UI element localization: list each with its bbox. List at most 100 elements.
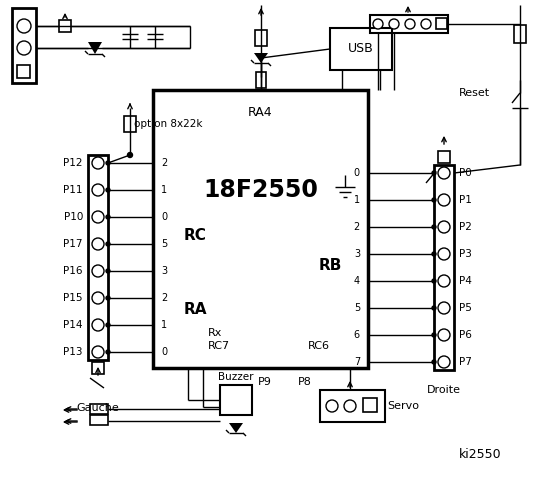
Circle shape — [432, 198, 436, 202]
Circle shape — [438, 167, 450, 179]
Bar — [90, 404, 108, 414]
Text: P6: P6 — [459, 330, 472, 340]
Text: Gauche: Gauche — [77, 403, 119, 413]
Bar — [90, 415, 108, 425]
Circle shape — [421, 19, 431, 29]
Bar — [153, 90, 368, 368]
Circle shape — [92, 319, 104, 331]
Circle shape — [128, 153, 133, 157]
Bar — [434, 165, 454, 370]
Circle shape — [92, 211, 104, 223]
Text: P16: P16 — [64, 266, 83, 276]
Circle shape — [92, 265, 104, 277]
Circle shape — [106, 161, 110, 165]
Circle shape — [92, 157, 104, 169]
Text: 5: 5 — [354, 303, 360, 313]
Bar — [88, 155, 108, 360]
Circle shape — [106, 296, 110, 300]
Text: P13: P13 — [64, 347, 83, 357]
Text: 2: 2 — [161, 293, 167, 303]
Text: 6: 6 — [354, 330, 360, 340]
Text: Buzzer: Buzzer — [218, 372, 254, 382]
Text: 1: 1 — [161, 185, 167, 195]
Text: RA4: RA4 — [248, 106, 273, 119]
Text: P8: P8 — [298, 377, 312, 387]
Text: P17: P17 — [64, 239, 83, 249]
Text: P12: P12 — [64, 158, 83, 168]
Bar — [17, 65, 30, 78]
Polygon shape — [229, 423, 243, 433]
Text: ki2550: ki2550 — [458, 448, 502, 461]
Text: 0: 0 — [354, 168, 360, 178]
Polygon shape — [88, 42, 102, 54]
Bar — [436, 18, 447, 29]
Text: P15: P15 — [64, 293, 83, 303]
Bar — [255, 30, 267, 46]
Bar — [12, 8, 36, 83]
Text: 5: 5 — [161, 239, 167, 249]
Text: P14: P14 — [64, 320, 83, 330]
Circle shape — [344, 400, 356, 412]
Text: 3: 3 — [354, 249, 360, 259]
Circle shape — [17, 41, 31, 55]
Text: Reset: Reset — [459, 88, 490, 98]
Circle shape — [432, 279, 436, 283]
Circle shape — [438, 221, 450, 233]
Text: RC: RC — [184, 228, 206, 242]
Text: P5: P5 — [459, 303, 472, 313]
Text: 0: 0 — [161, 347, 167, 357]
Text: P4: P4 — [459, 276, 472, 286]
Circle shape — [432, 333, 436, 337]
Circle shape — [92, 184, 104, 196]
Circle shape — [106, 323, 110, 327]
Circle shape — [106, 215, 110, 219]
Circle shape — [92, 238, 104, 250]
Circle shape — [106, 269, 110, 273]
Polygon shape — [254, 53, 268, 63]
Circle shape — [432, 252, 436, 256]
Circle shape — [438, 356, 450, 368]
Circle shape — [106, 242, 110, 246]
Text: 0: 0 — [161, 212, 167, 222]
Circle shape — [92, 346, 104, 358]
Text: option 8x22k: option 8x22k — [134, 119, 202, 129]
Text: 1: 1 — [354, 195, 360, 205]
Text: 2: 2 — [354, 222, 360, 232]
Circle shape — [432, 225, 436, 229]
Circle shape — [373, 19, 383, 29]
Bar — [363, 398, 377, 412]
Text: 18F2550: 18F2550 — [203, 178, 318, 202]
Text: P7: P7 — [459, 357, 472, 367]
Circle shape — [432, 306, 436, 310]
Text: USB: USB — [348, 43, 374, 56]
Text: P11: P11 — [64, 185, 83, 195]
Circle shape — [405, 19, 415, 29]
Text: P9: P9 — [258, 377, 272, 387]
Circle shape — [438, 275, 450, 287]
Text: P10: P10 — [64, 212, 83, 222]
Text: Rx: Rx — [208, 328, 222, 338]
Text: 1: 1 — [161, 320, 167, 330]
Bar — [124, 116, 136, 132]
Circle shape — [389, 19, 399, 29]
Circle shape — [438, 329, 450, 341]
Bar — [438, 151, 450, 163]
Circle shape — [438, 302, 450, 314]
Bar — [320, 390, 385, 422]
Text: RC6: RC6 — [308, 341, 330, 351]
Circle shape — [92, 292, 104, 304]
Circle shape — [438, 248, 450, 260]
Text: RB: RB — [319, 257, 342, 273]
Text: P3: P3 — [459, 249, 472, 259]
Text: RC7: RC7 — [208, 341, 230, 351]
Text: Servo: Servo — [387, 401, 419, 411]
Bar — [92, 362, 104, 374]
Bar — [220, 385, 252, 415]
Bar — [330, 28, 392, 70]
Bar — [256, 72, 266, 88]
Text: 4: 4 — [354, 276, 360, 286]
Bar — [514, 25, 526, 43]
Bar — [370, 15, 448, 33]
Circle shape — [17, 19, 31, 33]
Circle shape — [106, 350, 110, 354]
